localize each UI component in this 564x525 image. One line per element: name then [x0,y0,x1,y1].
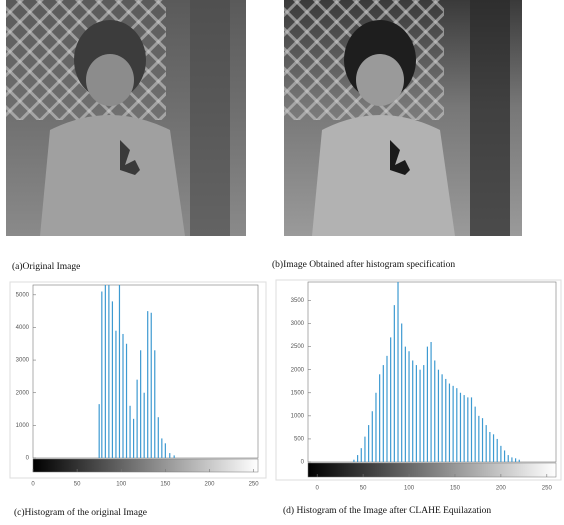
x-tick-label: 150 [160,482,171,488]
chart-caption: (c)Histogram of the original Image [14,507,147,518]
figure: (a)Original Image (b)Image Obtained afte… [0,0,564,520]
x-tick-label: 50 [74,482,81,488]
y-tick-label: 1000 [291,413,305,419]
page: { "images": [ {"caption": "(a)Original I… [0,0,564,520]
chart-caption: (d) Histogram of the Image after CLAHE E… [283,505,491,516]
x-tick-label: 100 [116,482,127,488]
x-tick-label: 0 [31,482,35,488]
x-tick-label: 200 [204,482,215,488]
x-tick-label: 250 [249,482,260,488]
x-tick-label: 0 [316,486,320,492]
y-tick-label: 2000 [16,390,30,396]
y-tick-label: 500 [294,437,305,443]
x-tick-label: 250 [542,486,553,492]
colorbar [33,459,258,472]
plot-area [33,285,258,458]
image-caption: (b)Image Obtained after histogram specif… [272,259,455,270]
x-tick-label: 150 [450,486,461,492]
y-tick-label: 3500 [291,298,305,304]
y-tick-label: 3000 [291,321,305,327]
y-tick-label: 1500 [291,390,305,396]
image-caption: (a)Original Image [12,261,80,272]
colorbar [308,463,556,477]
y-tick-label: 2500 [291,344,305,350]
x-tick-label: 50 [360,486,367,492]
x-tick-label: 100 [404,486,415,492]
photo-specified [284,0,522,236]
y-tick-label: 3000 [16,358,30,364]
y-tick-label: 4000 [16,325,30,331]
y-tick-label: 1000 [16,423,30,429]
x-tick-label: 200 [496,486,507,492]
y-tick-label: 5000 [16,292,30,298]
y-tick-label: 2000 [291,367,305,373]
plot-area [308,282,556,462]
photo-original [6,0,246,236]
